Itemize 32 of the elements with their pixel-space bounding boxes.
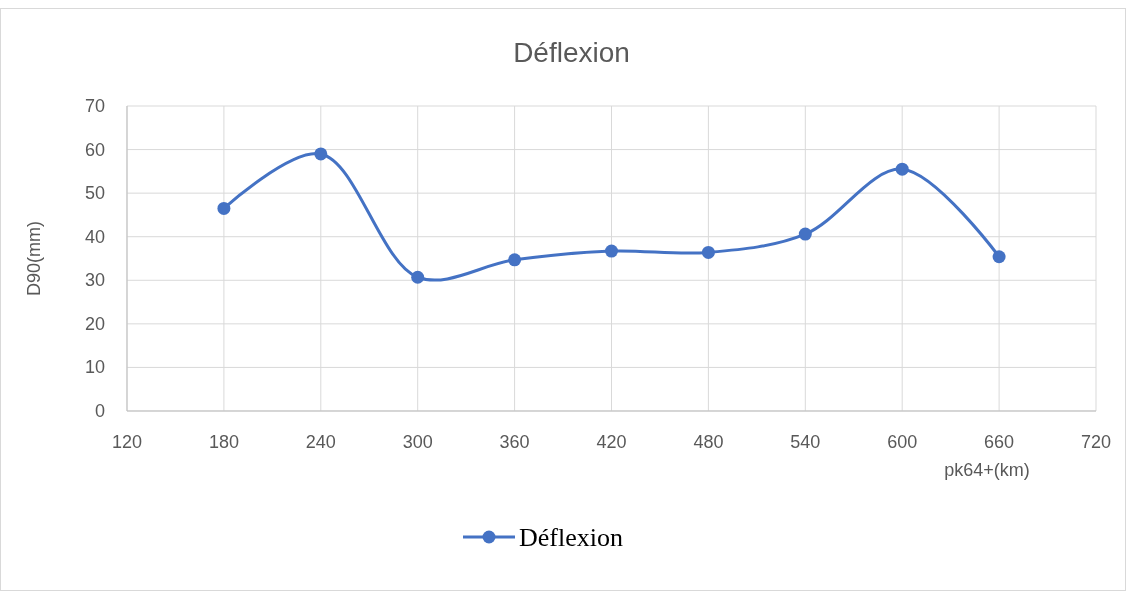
y-tick-label: 70 [84,96,105,116]
x-tick-label: 180 [208,432,239,452]
y-tick-label: 10 [84,357,105,378]
point [895,162,909,176]
y-tick-label: 0 [94,401,105,421]
x-tick-label: 480 [693,432,724,452]
y-tick-label: 50 [84,183,105,204]
y-tick-label: 30 [84,270,105,291]
x-axis-title: pk64+(km) [944,460,1030,480]
point [992,250,1006,264]
point [314,147,328,161]
x-tick-label: 420 [596,432,627,452]
x-tick-label: 360 [499,432,530,452]
point [508,253,522,267]
x-tick-label: 300 [402,432,433,452]
x-tick-label: 120 [111,432,143,452]
point [411,270,425,284]
x-tick-label: 240 [305,432,336,452]
x-tick-label: 660 [984,432,1015,452]
point [605,244,618,258]
y-tick-label: 20 [84,313,105,334]
y-axis-title: D90(mm) [24,221,44,296]
y-tick-label: 40 [84,226,105,247]
point [217,201,231,215]
y-tick-label: 60 [84,139,105,160]
x-tick-label: 720 [1080,432,1112,452]
x-tick-label: 600 [887,432,918,452]
legend-label: Déflexion [519,523,623,552]
chart-title: Déflexion [513,37,630,68]
point [798,227,812,241]
point [701,245,715,259]
x-tick-label: 540 [790,432,821,452]
